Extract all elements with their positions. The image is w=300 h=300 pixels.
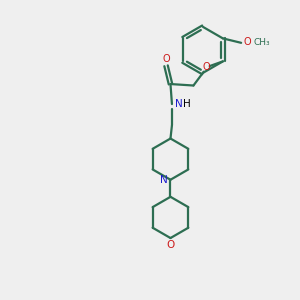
Text: O: O: [244, 37, 251, 47]
Text: N: N: [160, 175, 167, 185]
Text: N: N: [175, 99, 182, 109]
Text: H: H: [183, 99, 191, 109]
Text: O: O: [162, 54, 170, 64]
Text: O: O: [203, 62, 211, 72]
Text: O: O: [167, 240, 175, 250]
Text: CH₃: CH₃: [254, 38, 270, 47]
